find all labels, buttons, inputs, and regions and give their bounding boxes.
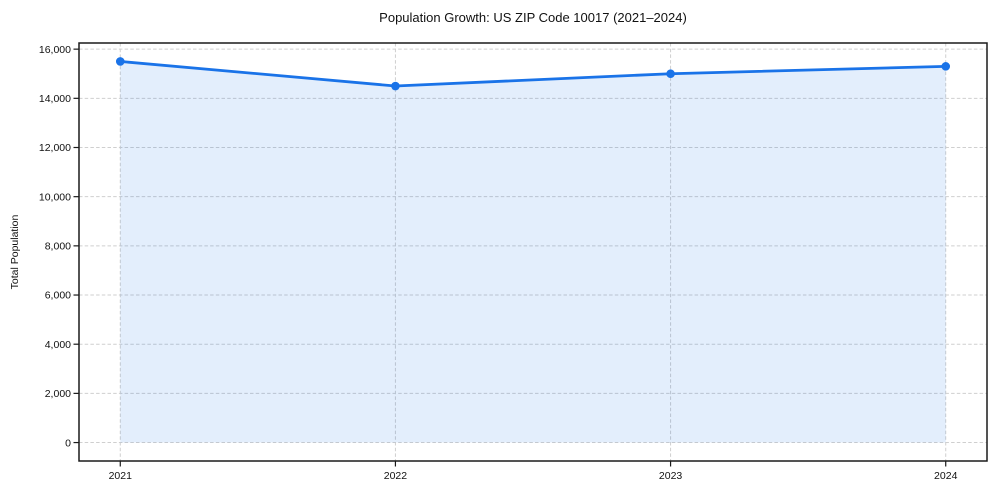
y-tick-label: 2,000: [45, 388, 71, 400]
y-tick-label: 8,000: [45, 241, 71, 253]
series-line: [118, 60, 948, 88]
x-tick-label: 2022: [384, 470, 408, 482]
y-tick-label: 6,000: [45, 290, 71, 302]
data-point-marker: [391, 81, 400, 91]
x-tick-label: 2021: [109, 470, 133, 482]
data-point-marker: [666, 69, 675, 79]
y-tick-label: 16,000: [39, 44, 71, 56]
y-tick-label: 10,000: [39, 191, 71, 203]
chart-title: Population Growth: US ZIP Code 10017 (20…: [379, 10, 687, 25]
plot-border: [78, 42, 988, 462]
data-point-marker: [115, 57, 125, 66]
grid-layer: [79, 43, 987, 461]
y-tick-label: 14,000: [39, 93, 71, 105]
x-tick-label: 2024: [934, 470, 958, 482]
x-tick-label: 2023: [659, 470, 683, 482]
data-point-marker: [941, 62, 951, 71]
y-axis-label: Total Population: [9, 214, 21, 289]
data-point-markers-layer: [115, 57, 951, 91]
tick-marks-layer: [73, 48, 947, 467]
y-tick-label: 0: [65, 437, 71, 449]
area-fill: [120, 61, 946, 443]
tick-labels-layer: 0 2,000 4,000 6,000 8,000 10,000 12,000 14,000 1…: [39, 44, 958, 482]
area-fill-layer: [120, 61, 946, 443]
series-line-layer: [118, 60, 948, 88]
y-tick-label: 12,000: [39, 142, 71, 154]
axes-spines-layer: [78, 42, 988, 462]
y-tick-label: 4,000: [45, 339, 71, 351]
